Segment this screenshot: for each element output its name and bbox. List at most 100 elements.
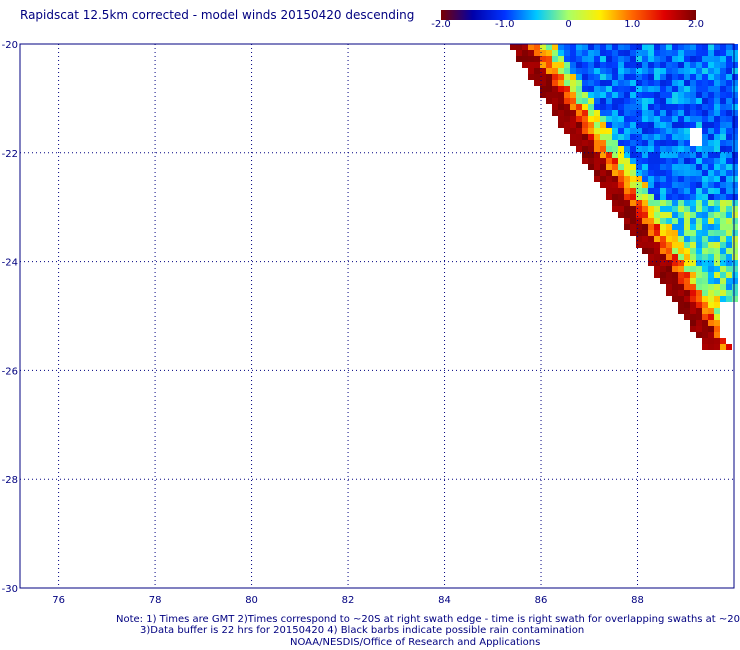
wind-cell [684,122,690,128]
wind-cell [522,50,528,56]
wind-cell [708,104,714,110]
wind-cell [696,80,702,86]
wind-cell [732,44,738,50]
wind-cell [714,74,720,80]
wind-cell [582,68,588,74]
wind-cell [678,200,684,206]
wind-cell [696,146,702,152]
wind-cell [630,218,636,224]
wind-cell [666,110,672,116]
wind-cell [732,164,738,170]
wind-cell [684,68,690,74]
wind-cell [642,158,648,164]
wind-cell [702,56,708,62]
wind-cell [630,170,636,176]
wind-cell [570,92,576,98]
wind-cell [720,92,726,98]
wind-cell [612,50,618,56]
wind-cell [732,236,738,242]
wind-cell [648,68,654,74]
wind-cell [654,50,660,56]
wind-cell [582,74,588,80]
wind-cell [612,92,618,98]
note-line-3: NOAA/NESDIS/Office of Research and Appli… [290,637,541,648]
wind-cell [576,50,582,56]
wind-cell [618,110,624,116]
wind-cell [648,128,654,134]
wind-cell [648,140,654,146]
wind-cell [546,92,552,98]
wind-cell [672,260,678,266]
wind-cell [714,122,720,128]
wind-cell [708,248,714,254]
wind-cell [678,170,684,176]
wind-cell [510,44,516,50]
wind-cell [732,194,738,200]
wind-cell [708,188,714,194]
note-line-2: 3)Data buffer is 22 hrs for 20150420 4) … [140,625,585,636]
wind-cell [720,164,726,170]
wind-cell [732,152,738,158]
wind-cell [558,50,564,56]
wind-cell [684,188,690,194]
wind-cell [630,164,636,170]
wind-cell [546,50,552,56]
wind-cell [684,62,690,68]
wind-cell [714,50,720,56]
wind-cell [624,176,630,182]
wind-cell [594,74,600,80]
wind-cell [642,122,648,128]
wind-cell [642,86,648,92]
wind-cell [726,290,732,296]
wind-cell [624,140,630,146]
wind-cell [654,98,660,104]
wind-cell [684,164,690,170]
wind-cell [588,68,594,74]
wind-cell [684,272,690,278]
wind-cell [732,74,738,80]
wind-cell [720,98,726,104]
wind-cell [546,68,552,74]
wind-cell [588,158,594,164]
wind-cell [564,122,570,128]
wind-cell [702,224,708,230]
wind-cell [630,200,636,206]
wind-cell [654,224,660,230]
wind-cell [678,290,684,296]
wind-cell [528,56,534,62]
wind-cell [588,116,594,122]
wind-cell [618,176,624,182]
wind-cell [720,284,726,290]
wind-cell [660,116,666,122]
wind-cell [720,176,726,182]
wind-cell [690,68,696,74]
wind-cell [666,140,672,146]
wind-cell [636,242,642,248]
wind-cell [618,104,624,110]
wind-cell [618,68,624,74]
wind-cell [636,62,642,68]
wind-cell [696,272,702,278]
wind-cell [714,296,720,302]
wind-cell [702,140,708,146]
wind-cell [534,62,540,68]
wind-cell [636,176,642,182]
wind-cell [552,56,558,62]
wind-cell [672,266,678,272]
wind-cell [654,188,660,194]
wind-cell [696,122,702,128]
wind-cell [624,44,630,50]
wind-cell [696,116,702,122]
wind-cell [618,62,624,68]
wind-cell [660,188,666,194]
wind-cell [690,122,696,128]
wind-cell [732,140,738,146]
wind-cell [648,80,654,86]
wind-cell [702,236,708,242]
wind-cell [684,92,690,98]
wind-cell [660,152,666,158]
wind-cell [666,278,672,284]
wind-cell [642,230,648,236]
wind-cell [516,56,522,62]
note-line-1: Note: 1) Times are GMT 2)Times correspon… [116,614,740,625]
